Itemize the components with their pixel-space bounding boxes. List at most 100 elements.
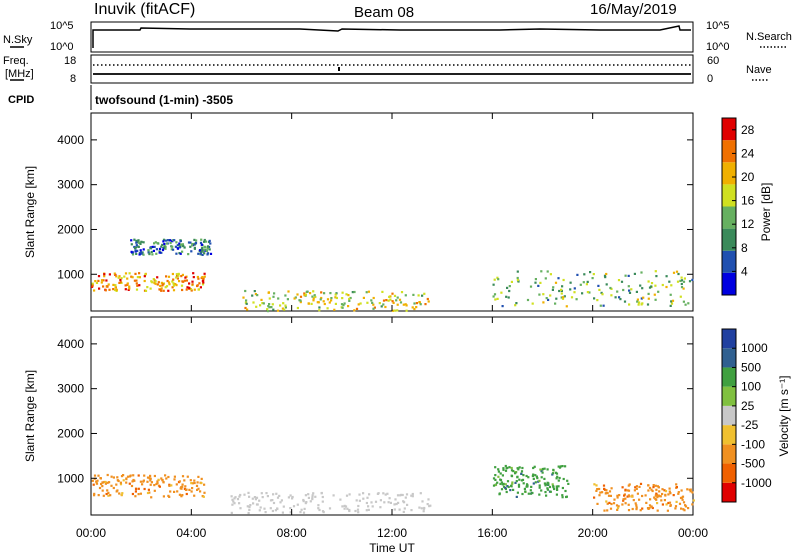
scatter-cell-velocity-3-96 <box>681 498 684 501</box>
scatter-cell-velocity-3-73 <box>691 503 694 506</box>
scatter-cell-velocity-2-61 <box>538 493 541 496</box>
scatter-cell-power-3-15 <box>665 285 668 289</box>
scatter-cell-velocity-1-51 <box>280 499 283 502</box>
scatter-cell-velocity-1-149 <box>238 495 241 498</box>
scatter-cell-velocity-1-71 <box>254 498 257 501</box>
scatter-cell-power-2-30 <box>271 303 274 306</box>
scatter-cell-power-3-158 <box>562 296 565 299</box>
scatter-cell-velocity-2-139 <box>555 472 559 475</box>
scatter-cell-power-3-78 <box>501 305 504 308</box>
scatter-cell-velocity-1-132 <box>231 498 234 501</box>
scatter-cell-power-3-5 <box>677 272 680 276</box>
scatter-cell-power-0-70 <box>181 273 184 276</box>
scatter-cell-power-1-41 <box>131 253 135 256</box>
velocity-colorbar-cell-0 <box>722 482 736 502</box>
scatter-cell-velocity-2-106 <box>557 465 560 468</box>
scatter-cell-power-2-7 <box>259 304 262 307</box>
scatter-cell-velocity-3-141 <box>654 497 657 500</box>
scatter-cell-power-0-15 <box>117 276 120 279</box>
scatter-cell-velocity-1-83 <box>341 505 344 508</box>
scatter-cell-velocity-3-76 <box>677 491 680 494</box>
scatter-cell-velocity-3-43 <box>627 484 630 487</box>
scatter-cell-velocity-2-53 <box>561 494 564 497</box>
scatter-cell-velocity-3-58 <box>649 498 652 501</box>
scatter-cell-power-1-92 <box>179 252 182 255</box>
scatter-cell-power-2-64 <box>415 306 418 309</box>
scatter-cell-power-3-30 <box>562 278 565 282</box>
scatter-cell-power-0-144 <box>201 276 204 279</box>
scatter-cell-power-3-152 <box>627 285 630 288</box>
scatter-cell-power-3-144 <box>622 288 625 292</box>
scatter-cell-power-0-47 <box>118 281 121 284</box>
scatter-cell-velocity-1-14 <box>304 494 307 497</box>
scatter-cell-velocity-3-57 <box>618 494 621 497</box>
x-tick-label-6: 00:00 <box>678 526 708 540</box>
scatter-cell-power-3-129 <box>598 288 601 291</box>
scatter-cell-velocity-1-104 <box>302 500 305 503</box>
scatter-cell-velocity-0-158 <box>110 484 113 487</box>
scatter-cell-velocity-3-32 <box>606 502 609 505</box>
scatter-cell-power-1-135 <box>204 240 208 243</box>
scatter-cell-velocity-2-85 <box>514 481 517 484</box>
scatter-cell-velocity-0-9 <box>176 490 179 493</box>
velocity-colorbar-cell-5 <box>722 386 736 406</box>
scatter-cell-power-2-24 <box>347 305 350 308</box>
scatter-cell-velocity-2-134 <box>557 479 560 482</box>
scatter-cell-velocity-2-107 <box>522 482 525 485</box>
power-colorbar-tick-label-2: 12 <box>741 217 755 231</box>
scatter-cell-power-3-54 <box>683 277 686 280</box>
scatter-cell-velocity-2-0 <box>557 485 560 488</box>
scatter-cell-velocity-0-123 <box>153 474 156 478</box>
scatter-cell-velocity-3-131 <box>680 507 683 510</box>
scatter-cell-power-3-28 <box>680 276 683 279</box>
scatter-cell-power-0-148 <box>159 288 162 291</box>
power-colorbar-cell-7 <box>722 118 736 141</box>
scatter-cell-power-0-24 <box>171 280 174 283</box>
x-tick-label-4: 16:00 <box>477 526 507 540</box>
scatter-cell-power-2-59 <box>299 295 303 298</box>
scatter-cell-velocity-2-121 <box>543 477 546 480</box>
scatter-cell-power-2-124 <box>370 299 373 302</box>
beam-label: Beam 08 <box>354 4 414 21</box>
scatter-cell-power-3-29 <box>688 280 692 283</box>
scatter-cell-power-2-28 <box>277 297 280 300</box>
scatter-cell-velocity-0-113 <box>196 481 199 484</box>
scatter-cell-power-0-85 <box>102 279 105 282</box>
scatter-cell-power-3-116 <box>576 273 579 276</box>
scatter-cell-power-2-110 <box>393 294 397 297</box>
scatter-cell-velocity-1-118 <box>320 492 323 495</box>
scatter-cell-velocity-1-0 <box>247 491 250 494</box>
scatter-cell-velocity-1-121 <box>379 499 382 502</box>
scatter-cell-power-3-130 <box>515 302 518 305</box>
scatter-cell-velocity-3-139 <box>601 491 604 494</box>
scatter-cell-velocity-2-128 <box>502 467 505 470</box>
scatter-cell-velocity-0-140 <box>185 492 188 496</box>
scatter-cell-power-0-105 <box>198 282 201 285</box>
scatter-cell-velocity-1-153 <box>282 505 285 508</box>
scatter-cell-velocity-0-24 <box>193 481 196 485</box>
scatter-cell-power-0-54 <box>160 281 163 284</box>
velocity-colorbar-tick-label-1: 500 <box>741 360 761 374</box>
scatter-cell-velocity-2-101 <box>551 472 555 475</box>
scatter-cell-velocity-1-108 <box>289 511 292 514</box>
scatter-cell-power-1-62 <box>162 240 165 243</box>
scatter-cell-velocity-2-44 <box>521 478 525 481</box>
scatter-cell-velocity-1-138 <box>345 494 349 497</box>
scatter-cell-power-2-41 <box>267 305 270 308</box>
scatter-cell-power-0-141 <box>185 279 188 282</box>
scatter-cell-power-2-93 <box>341 291 344 294</box>
scatter-cell-power-0-137 <box>177 274 180 277</box>
scatter-cell-velocity-2-90 <box>545 494 548 497</box>
scatter-cell-power-2-35 <box>351 291 354 294</box>
scatter-cell-power-3-26 <box>599 304 602 307</box>
scatter-cell-power-0-117 <box>118 275 121 278</box>
scatter-cell-power-1-144 <box>169 241 172 245</box>
scatter-cell-velocity-0-136 <box>181 494 184 497</box>
scatter-cell-power-1-80 <box>203 252 206 255</box>
scatter-cell-power-2-11 <box>365 291 368 294</box>
scatter-cell-power-0-157 <box>124 288 127 291</box>
scatter-cell-power-0-113 <box>126 282 129 285</box>
scatter-cell-power-0-7 <box>167 289 170 292</box>
scatter-cell-power-3-22 <box>583 273 586 276</box>
nave-tick-top: 60 <box>707 55 719 67</box>
